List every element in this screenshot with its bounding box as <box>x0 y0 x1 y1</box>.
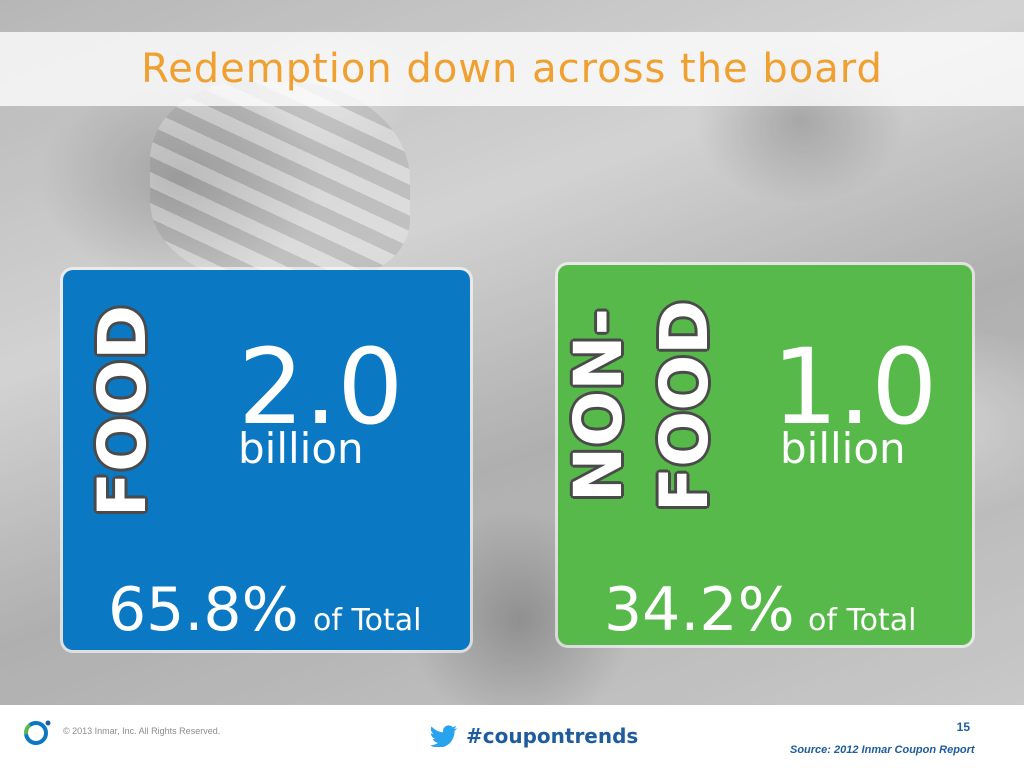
slide-title: Redemption down across the board <box>141 46 883 92</box>
hashtag-label: #coupontrends <box>466 724 639 748</box>
copyright-notice: © 2013 Inmar, Inc. All Rights Reserved. <box>63 726 221 736</box>
footer-bar <box>0 705 1024 768</box>
food-unit: billion <box>238 424 364 473</box>
nonfood-card <box>558 265 972 645</box>
nonfood-percent: 34.2% <box>604 575 795 645</box>
twitter-bird-icon <box>430 725 458 748</box>
inmar-ring-logo-icon <box>22 717 52 747</box>
nonfood-vertical-label-line2: FOOD <box>646 299 723 512</box>
nonfood-value: 1.0 <box>772 326 938 448</box>
nonfood-percent-suffix: of Total <box>808 603 917 638</box>
food-value: 2.0 <box>238 326 404 448</box>
food-vertical-label: FOOD <box>84 304 161 517</box>
food-percent-suffix: of Total <box>313 603 422 638</box>
source-citation: Source: 2012 Inmar Coupon Report <box>790 744 975 756</box>
food-percent: 65.8% <box>108 575 299 645</box>
nonfood-vertical-label-line1: NON- <box>560 308 637 502</box>
title-band <box>0 32 1024 106</box>
hashtag-group: #coupontrends <box>430 724 638 748</box>
background-photo-detail <box>150 80 410 280</box>
nonfood-unit: billion <box>780 424 906 473</box>
page-number: 15 <box>956 720 970 734</box>
food-card <box>63 270 470 650</box>
